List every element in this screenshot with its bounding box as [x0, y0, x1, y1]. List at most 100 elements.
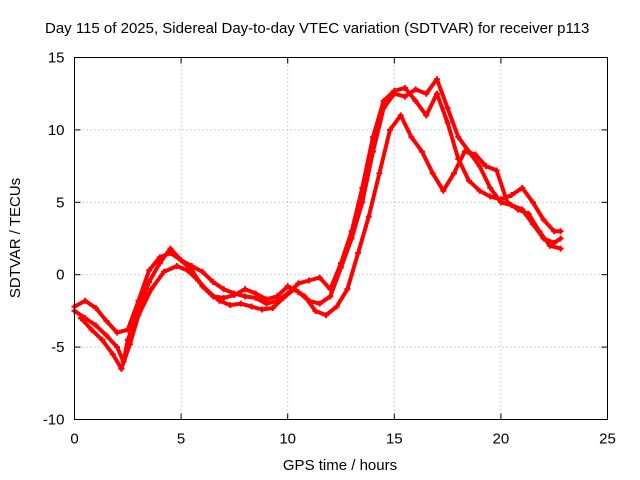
data-point	[205, 289, 212, 296]
data-point	[429, 170, 436, 177]
data-point	[227, 302, 234, 309]
data-point	[88, 326, 95, 333]
data-point	[529, 199, 536, 206]
data-point	[504, 199, 511, 206]
data-point	[146, 267, 153, 274]
data-point	[557, 235, 564, 242]
data-point	[306, 277, 313, 284]
data-point	[316, 274, 323, 281]
data-point	[237, 300, 244, 307]
data-point	[323, 312, 330, 319]
data-point	[338, 260, 344, 267]
data-point	[252, 294, 259, 301]
data-point	[161, 268, 168, 275]
data-point	[291, 286, 298, 293]
y-tick-label: 5	[56, 194, 64, 211]
data-point	[327, 293, 334, 300]
data-point	[231, 290, 238, 297]
data-point	[355, 249, 362, 256]
data-point	[455, 134, 462, 141]
data-point	[487, 193, 494, 200]
data-point	[135, 312, 142, 319]
data-point	[461, 148, 468, 155]
data-point	[92, 305, 99, 312]
data-point	[220, 294, 227, 301]
data-point	[348, 228, 355, 235]
data-point	[199, 268, 206, 275]
x-tick-label: 5	[177, 431, 185, 448]
y-tick-label: 10	[48, 122, 65, 139]
data-point	[242, 293, 249, 300]
data-point	[444, 105, 451, 112]
data-point	[344, 286, 351, 293]
data-point	[269, 305, 276, 312]
series-layer	[71, 76, 564, 372]
x-tick-label: 15	[386, 431, 403, 448]
data-point	[99, 336, 106, 343]
data-point	[369, 134, 376, 141]
data-point	[450, 170, 457, 177]
data-point	[316, 300, 323, 307]
grid	[74, 57, 608, 420]
data-point	[359, 184, 366, 191]
data-point	[401, 84, 408, 91]
data-point	[497, 196, 504, 203]
data-point	[173, 263, 180, 270]
data-point	[433, 90, 440, 97]
data-point	[156, 260, 163, 267]
data-point	[551, 228, 558, 235]
data-point	[148, 286, 155, 293]
data-point	[412, 97, 419, 104]
x-tick-label: 25	[599, 431, 616, 448]
x-tick-label: 0	[70, 431, 78, 448]
data-point	[242, 286, 249, 293]
data-point	[423, 90, 430, 97]
data-point	[259, 306, 266, 313]
data-point	[124, 326, 131, 333]
data-point	[216, 297, 223, 304]
chart-title: Day 115 of 2025, Sidereal Day-to-day VTE…	[45, 20, 589, 37]
data-point	[184, 267, 191, 274]
data-point	[444, 119, 451, 126]
data-point	[525, 210, 532, 217]
data-point	[301, 293, 308, 300]
data-point	[327, 286, 334, 293]
data-point	[419, 148, 426, 155]
data-point	[380, 97, 387, 104]
data-point	[412, 86, 419, 93]
data-point	[210, 278, 217, 285]
data-point	[508, 192, 515, 199]
data-point	[126, 341, 133, 348]
data-point	[178, 257, 185, 264]
data-point	[557, 245, 564, 252]
y-axis-label: SDTVAR / TECUs	[7, 178, 24, 298]
x-tick-label: 20	[493, 431, 510, 448]
data-point	[312, 307, 319, 314]
data-point	[195, 277, 202, 284]
y-tick-label: -5	[51, 339, 64, 356]
data-point	[220, 286, 227, 293]
data-point	[514, 206, 521, 213]
data-point	[387, 126, 394, 133]
data-point	[248, 303, 255, 310]
data-point	[92, 322, 99, 329]
data-point	[433, 76, 440, 83]
data-point	[103, 318, 110, 325]
data-point	[472, 151, 479, 158]
data-point	[408, 134, 415, 141]
data-point	[536, 228, 543, 235]
data-point	[487, 184, 494, 191]
data-point	[82, 297, 89, 304]
y-tick-label: -10	[43, 412, 65, 429]
data-point	[476, 187, 483, 194]
data-point	[280, 294, 287, 301]
data-point	[263, 300, 270, 307]
data-point	[333, 303, 340, 310]
data-point	[284, 283, 291, 290]
data-point	[103, 332, 110, 339]
data-point	[77, 315, 84, 322]
data-point	[540, 216, 547, 223]
data-point	[546, 242, 553, 249]
data-point	[391, 87, 398, 94]
